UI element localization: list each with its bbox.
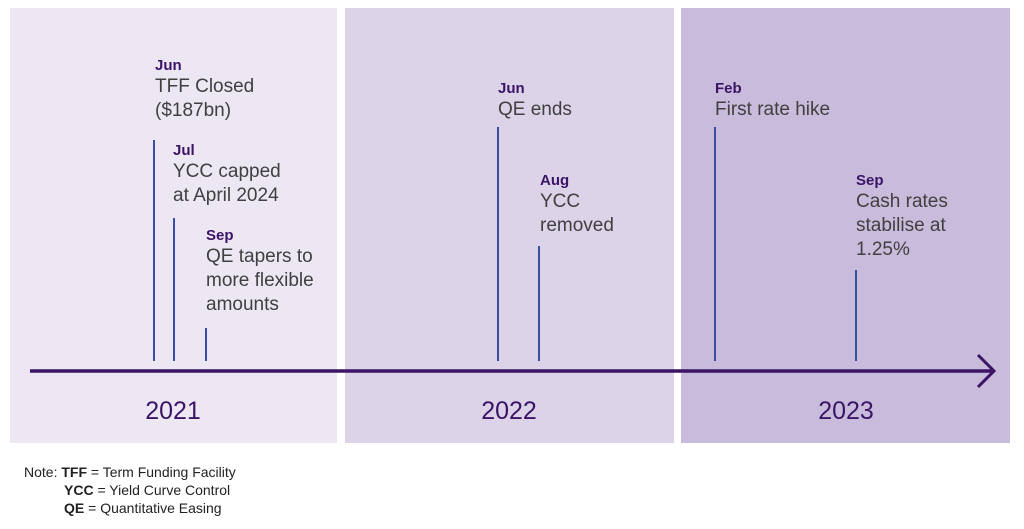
note-abbr: YCC: [64, 482, 94, 498]
event-feb-2023: Feb First rate hike: [715, 80, 830, 122]
event-jun-2021: Jun TFF Closed ($187bn): [155, 57, 254, 123]
footnote-row: Note: TFF = Term Funding Facility: [24, 463, 236, 481]
note-abbr: QE: [64, 500, 85, 516]
event-text: YCC: [540, 191, 581, 212]
footnote-row: QE = Quantitative Easing: [24, 499, 236, 517]
event-text: at April 2024: [173, 185, 279, 206]
event-month: Jun: [498, 80, 525, 97]
event-sep-2023: Sep Cash rates stabilise at 1.25%: [856, 172, 948, 262]
event-line-jun-2022: [497, 127, 499, 361]
event-text: First rate hike: [715, 99, 831, 120]
event-text: removed: [540, 215, 614, 236]
event-line-feb-2023: [714, 127, 716, 361]
event-text: amounts: [206, 294, 279, 315]
event-month: Feb: [715, 80, 742, 97]
event-text: TFF Closed: [155, 76, 255, 97]
event-month: Jun: [155, 57, 182, 74]
year-label-2021: 2021: [145, 397, 201, 425]
note-definition: = Yield Curve Control: [93, 482, 231, 498]
note-abbr: TFF: [61, 464, 88, 480]
year-panel-2023: [681, 8, 1010, 443]
year-panel-2022: [345, 8, 674, 443]
event-text: 1.25%: [856, 239, 910, 260]
event-month: Aug: [540, 172, 570, 189]
note-definition: = Term Funding Facility: [87, 464, 236, 480]
event-jul-2021: Jul YCC capped at April 2024: [173, 142, 281, 208]
event-sep-2021: Sep QE tapers to more flexible amounts: [206, 227, 314, 317]
event-month: Sep: [206, 227, 234, 244]
event-text: YCC capped: [173, 161, 281, 182]
event-line-jul-2021: [173, 218, 175, 361]
event-text: stabilise at: [856, 215, 946, 236]
note-definition: = Quantitative Easing: [84, 500, 222, 516]
event-text: QE ends: [498, 99, 572, 120]
event-aug-2022: Aug YCC removed: [540, 172, 614, 238]
year-label-2022: 2022: [481, 397, 537, 425]
event-line-jun-2021: [153, 140, 155, 361]
event-text: Cash rates: [856, 191, 948, 212]
footnote-row: YCC = Yield Curve Control: [24, 481, 236, 499]
event-line-sep-2021: [205, 328, 207, 361]
note-prefix: Note:: [24, 464, 58, 480]
event-text: ($187bn): [155, 100, 232, 121]
year-label-2023: 2023: [818, 397, 874, 425]
event-month: Sep: [856, 172, 884, 189]
footnote: Note: TFF = Term Funding Facility YCC = …: [24, 463, 236, 517]
event-line-sep-2023: [855, 270, 857, 361]
event-jun-2022: Jun QE ends: [498, 80, 572, 122]
event-line-aug-2022: [538, 246, 540, 361]
event-text: more flexible: [206, 270, 314, 291]
event-month: Jul: [173, 142, 195, 159]
event-text: QE tapers to: [206, 246, 313, 267]
